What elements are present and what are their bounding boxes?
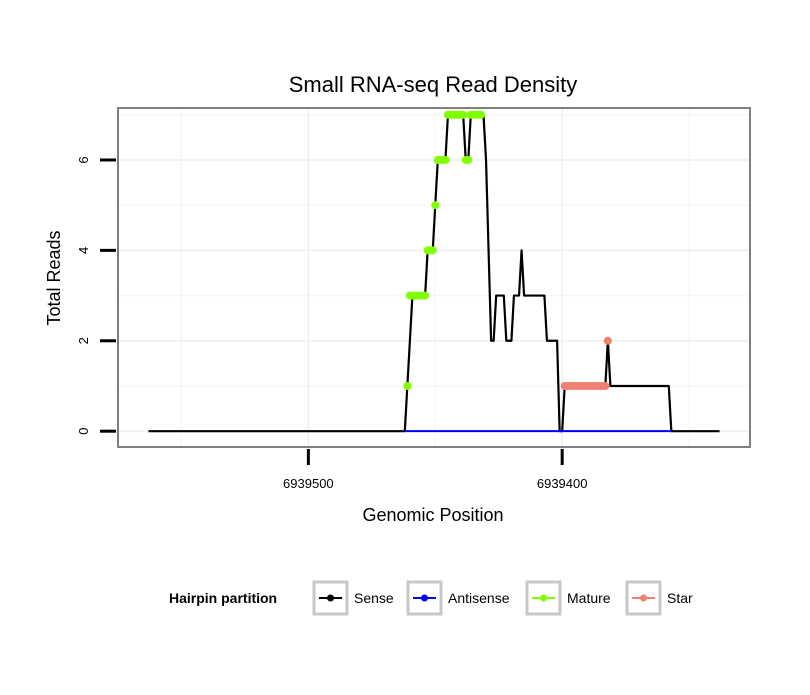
legend-point-star [640, 594, 647, 602]
legend-label-star: Star [667, 590, 693, 606]
data-point-star [601, 381, 610, 390]
data-point-mature [459, 110, 468, 119]
y-axis-label: Total Reads [44, 230, 64, 325]
y-tick-label: 2 [76, 337, 91, 344]
y-tick-label: 4 [76, 247, 91, 254]
data-point-mature [403, 381, 412, 390]
y-tick-label: 6 [76, 156, 91, 163]
legend-label-sense: Sense [354, 590, 394, 606]
plot-panel [117, 107, 751, 448]
y-tick-label: 0 [76, 428, 91, 435]
legend-point-mature [540, 594, 547, 602]
x-tick-label: 6939400 [537, 476, 588, 491]
legend-label-antisense: Antisense [448, 590, 510, 606]
data-point-mature [476, 110, 485, 119]
x-axis-label: Genomic Position [362, 505, 503, 525]
data-point-star [603, 336, 612, 345]
legend-point-antisense [421, 594, 428, 602]
data-point-mature [428, 246, 437, 255]
points-layer [403, 110, 612, 390]
y-axis: 0 2 4 6 [76, 156, 116, 435]
legend-point-sense [327, 594, 334, 602]
data-point-mature [464, 155, 473, 164]
x-axis: 6939500 6939400 [283, 449, 587, 491]
data-point-mature [431, 201, 440, 210]
chart-title: Small RNA-seq Read Density [289, 72, 578, 97]
legend-title: Hairpin partition [169, 590, 277, 606]
data-point-mature [421, 291, 430, 300]
legend-label-mature: Mature [567, 590, 611, 606]
data-point-mature [441, 155, 450, 164]
x-tick-label: 6939500 [283, 476, 334, 491]
legend: Sense Antisense Mature Star [312, 580, 693, 616]
